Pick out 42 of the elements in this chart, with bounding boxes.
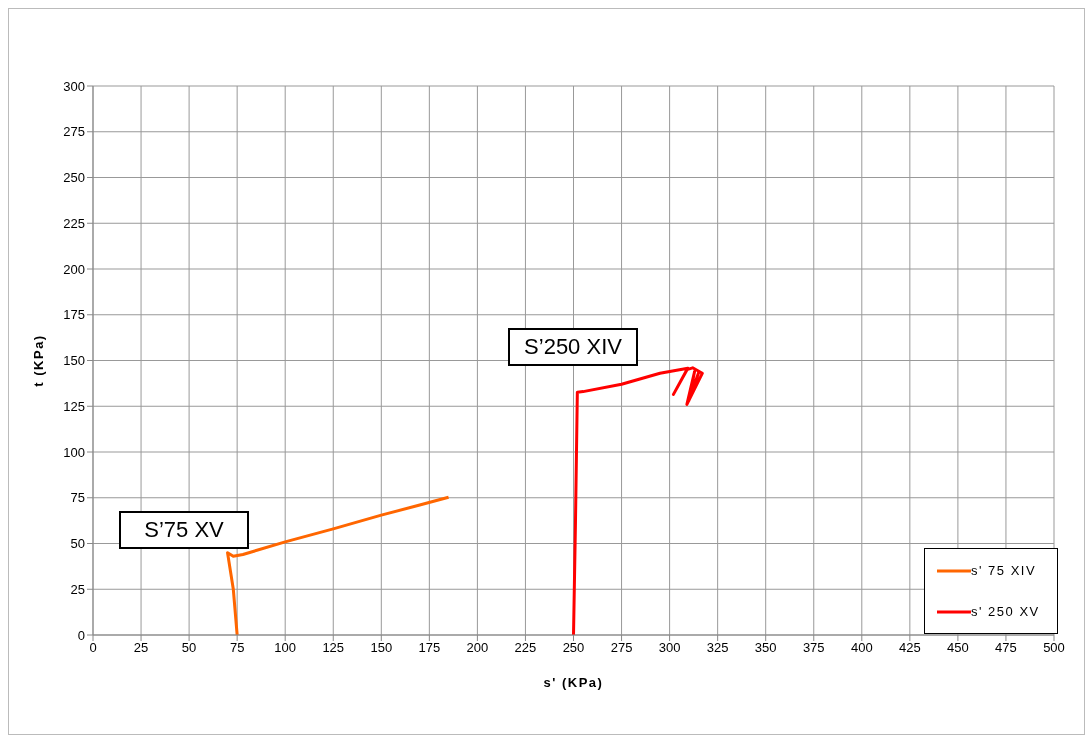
legend-label: s' 75 XIV (971, 563, 1037, 578)
x-axis-title: s' (KPa) (543, 675, 604, 690)
x-tick-label: 325 (706, 640, 729, 656)
y-axis-title: t (KPa) (30, 334, 46, 387)
x-tick-label: 375 (802, 640, 825, 656)
y-tick-label: 50 (70, 536, 85, 552)
y-tick-label: 200 (63, 261, 85, 277)
x-tick-label: 75 (229, 640, 245, 656)
x-tick-label: 175 (418, 640, 441, 656)
y-tick-label: 0 (77, 627, 85, 643)
x-tick-label: 25 (133, 640, 149, 656)
x-tick-label: 100 (274, 640, 297, 656)
line-series (226, 495, 451, 635)
x-tick-label: 425 (899, 640, 921, 656)
x-tick-label: 475 (995, 640, 1017, 656)
y-tick-label: 75 (70, 490, 85, 506)
annotation: S’250 XIV (524, 334, 622, 360)
x-tick-label: 450 (947, 640, 969, 656)
x-tick-label: 150 (370, 640, 393, 656)
x-tick-label: 200 (466, 640, 489, 656)
x-tick-label: 350 (754, 640, 777, 656)
x-tick-label: 250 (562, 640, 585, 656)
y-tick-label: 25 (70, 581, 85, 597)
x-tick-label: 300 (658, 640, 681, 656)
x-tick-label: 50 (181, 640, 197, 656)
legend-label: s' 250 XV (971, 604, 1040, 619)
x-tick-label: 0 (89, 640, 97, 656)
line-series (572, 366, 704, 635)
y-tick-label: 125 (63, 398, 85, 414)
annotation: S’75 XV (144, 517, 224, 543)
x-tick-label: 225 (514, 640, 537, 656)
y-tick-label: 250 (63, 170, 85, 186)
x-tick-label: 500 (1043, 640, 1065, 656)
y-tick-label: 275 (63, 124, 85, 140)
x-tick-label: 275 (610, 640, 633, 656)
x-tick-label: 125 (322, 640, 345, 656)
y-tick-label: 100 (63, 444, 85, 460)
y-tick-label: 225 (63, 215, 85, 231)
y-tick-label: 300 (63, 78, 85, 94)
y-tick-label: 150 (63, 353, 85, 369)
x-tick-label: 400 (850, 640, 873, 656)
y-tick-label: 175 (63, 307, 85, 323)
